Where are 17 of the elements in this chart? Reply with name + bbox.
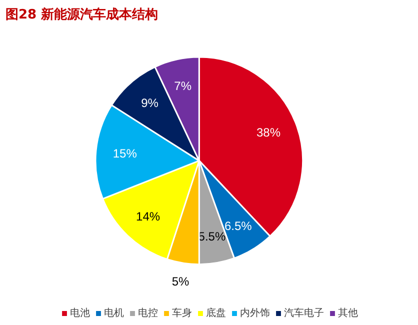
legend-label: 电控 <box>138 306 158 320</box>
legend-label: 电池 <box>70 306 90 320</box>
legend-label: 汽车电子 <box>284 306 324 320</box>
data-label: 15% <box>112 146 138 160</box>
data-label: 38% <box>256 125 281 140</box>
data-label: 14% <box>136 210 160 224</box>
data-label: 7% <box>174 78 192 93</box>
data-label: 5% <box>172 274 190 289</box>
data-label: 9% <box>141 96 159 110</box>
legend-label: 车身 <box>172 306 192 320</box>
legend-label: 底盘 <box>206 306 226 320</box>
chart-title: 图28 新能源汽车成本结构 <box>6 6 158 22</box>
legend-label: 电机 <box>104 306 124 320</box>
data-label: 6.5% <box>224 219 252 234</box>
legend-label: 内外饰 <box>240 306 270 320</box>
data-label: 5.5% <box>198 229 226 244</box>
legend-label: 其他 <box>338 306 358 320</box>
